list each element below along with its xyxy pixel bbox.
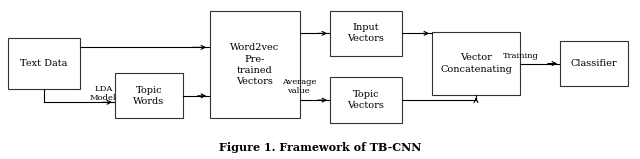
Text: Figure 1. Framework of TB-CNN: Figure 1. Framework of TB-CNN — [219, 142, 421, 153]
Text: Text Data: Text Data — [20, 59, 68, 68]
Text: Word2vec
Pre-
trained
Vectors: Word2vec Pre- trained Vectors — [230, 43, 280, 86]
Text: LDA
Model: LDA Model — [90, 85, 116, 102]
Bar — [432, 32, 520, 95]
Bar — [210, 11, 300, 118]
Text: Average
value: Average value — [282, 77, 316, 95]
Bar — [115, 73, 183, 118]
Bar — [330, 11, 402, 56]
Text: Topic
Words: Topic Words — [133, 86, 164, 106]
Text: Training: Training — [503, 52, 539, 60]
Text: Input
Vectors: Input Vectors — [348, 23, 385, 43]
Bar — [8, 38, 80, 89]
Text: Classifier: Classifier — [571, 59, 618, 68]
Text: Topic
Vectors: Topic Vectors — [348, 90, 385, 110]
Bar — [560, 41, 628, 86]
Text: Vector
Concatenating: Vector Concatenating — [440, 53, 512, 74]
Bar — [330, 77, 402, 123]
